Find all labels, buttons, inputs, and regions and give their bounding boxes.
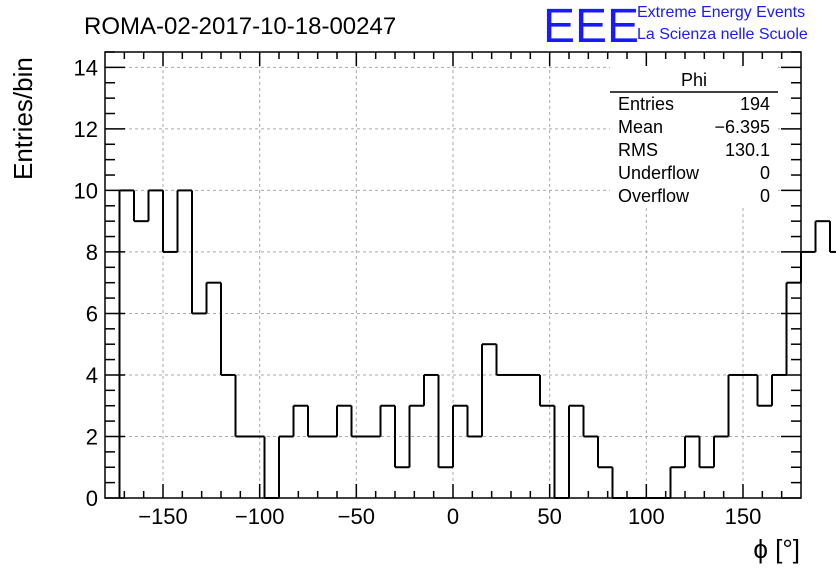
stats-row-value: 194 bbox=[740, 94, 770, 114]
x-tick-label: −150 bbox=[138, 504, 188, 529]
stats-row-label: Overflow bbox=[618, 186, 690, 206]
stats-row-label: RMS bbox=[618, 140, 658, 160]
y-tick-label: 2 bbox=[86, 424, 98, 449]
x-tick-label: 0 bbox=[447, 504, 459, 529]
y-axis-label: Entries/bin bbox=[8, 57, 38, 180]
stats-title: Phi bbox=[681, 70, 707, 90]
y-tick-label: 6 bbox=[86, 301, 98, 326]
logo-text: EEE bbox=[543, 0, 639, 53]
stats-row-value: −6.395 bbox=[714, 117, 770, 137]
logo-line-2: La Scienza nelle Scuole bbox=[637, 26, 808, 43]
y-tick-label: 0 bbox=[86, 486, 98, 511]
stats-rows: Entries 194 Mean −6.395 RMS 130.1 Underflow 0 Ov… bbox=[618, 94, 770, 206]
axes bbox=[104, 51, 802, 499]
x-tick-label: −50 bbox=[338, 504, 375, 529]
stats-row-label: Underflow bbox=[618, 163, 700, 183]
y-tick-labels: 0 2 4 6 8 10 12 14 bbox=[74, 55, 98, 511]
stats-row-label: Entries bbox=[618, 94, 674, 114]
histogram-bars bbox=[118, 189, 836, 499]
eee-logo: EEE Extreme Energy Events La Scienza nel… bbox=[543, 0, 808, 53]
y-tick-label: 12 bbox=[74, 117, 98, 142]
stats-row-value: 130.1 bbox=[725, 140, 770, 160]
stats-background bbox=[610, 66, 778, 208]
y-tick-label: 4 bbox=[86, 363, 98, 388]
stats-box: Phi Entries 194 Mean −6.395 RMS 130.1 Underflo… bbox=[610, 66, 778, 208]
stats-row-label: Mean bbox=[618, 117, 663, 137]
x-tick-label: −100 bbox=[235, 504, 285, 529]
stats-row-value: 0 bbox=[760, 163, 770, 183]
x-tick-labels: −150 −100 −50 0 50 100 150 bbox=[138, 504, 761, 529]
x-axis-label: ϕ [°] bbox=[753, 534, 800, 564]
x-tick-label: 100 bbox=[628, 504, 665, 529]
x-tick-label: 50 bbox=[537, 504, 561, 529]
y-tick-label: 10 bbox=[74, 178, 98, 203]
y-tick-label: 8 bbox=[86, 240, 98, 265]
y-tick-label: 14 bbox=[74, 55, 98, 80]
stats-row-value: 0 bbox=[760, 186, 770, 206]
x-tick-label: 150 bbox=[725, 504, 762, 529]
logo-line-1: Extreme Energy Events bbox=[637, 4, 805, 21]
chart-title: ROMA-02-2017-10-18-00247 bbox=[84, 13, 396, 40]
